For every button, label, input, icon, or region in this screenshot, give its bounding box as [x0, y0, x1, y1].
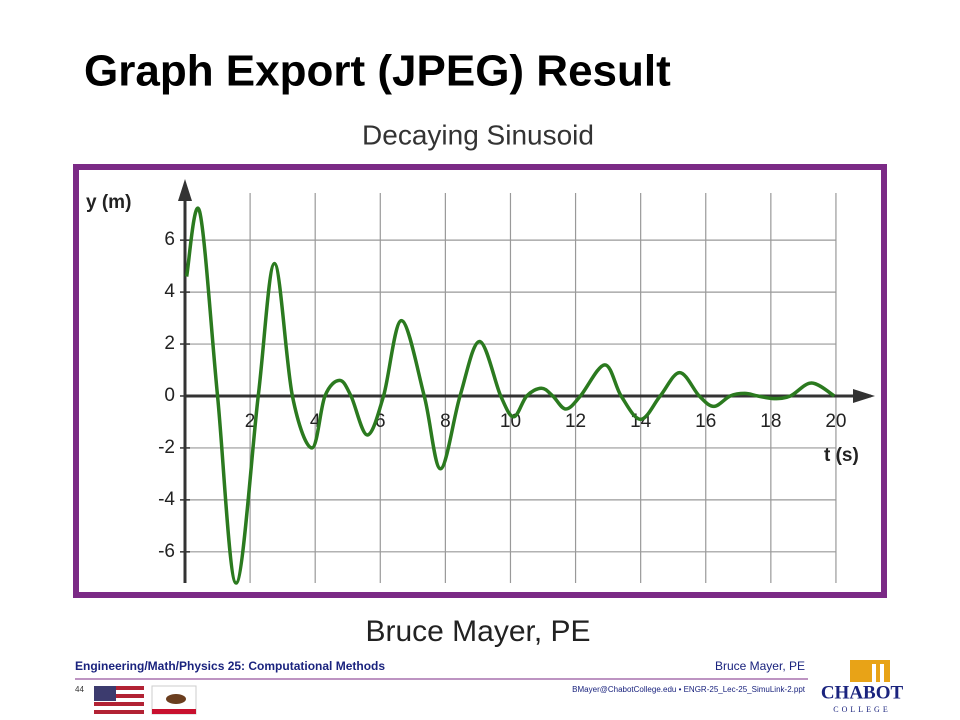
- y-axis-arrow: [178, 179, 192, 201]
- x-tick-label: 12: [565, 411, 586, 432]
- slide-title: Graph Export (JPEG) Result: [84, 47, 671, 96]
- logo-name: CHABOT: [821, 682, 904, 703]
- y-axis-label: y (m): [86, 192, 131, 213]
- y-tick-label: 6: [164, 229, 175, 250]
- x-tick-label: 2: [245, 411, 256, 432]
- caption: Bruce Mayer, PE: [365, 615, 590, 648]
- x-axis-label: t (s): [824, 445, 859, 466]
- y-tick-label: 2: [164, 333, 175, 354]
- logo-sub: COLLEGE: [833, 705, 890, 714]
- footer-course: Engineering/Math/Physics 25: Computation…: [75, 659, 385, 673]
- x-tick-label: 18: [760, 411, 781, 432]
- x-tick-label: 8: [440, 411, 451, 432]
- page-number: 44: [75, 685, 84, 694]
- y-tick-label: -6: [158, 541, 175, 562]
- x-tick-label: 6: [375, 411, 386, 432]
- y-tick-label: 4: [164, 281, 175, 302]
- california-flag: [151, 685, 197, 715]
- chabot-logo: CHABOT COLLEGE: [821, 660, 904, 714]
- x-tick-label: 4: [310, 411, 321, 432]
- chart-frame: [73, 164, 887, 598]
- y-tick-label: 0: [164, 385, 175, 406]
- x-tick-label: 16: [695, 411, 716, 432]
- us-flag: [94, 686, 144, 714]
- chart-title: Decaying Sinusoid: [362, 119, 594, 150]
- data-line: [184, 206, 836, 585]
- footer-author: Bruce Mayer, PE: [715, 659, 805, 673]
- y-tick-label: -2: [158, 437, 175, 458]
- x-tick-label: 20: [825, 411, 846, 432]
- x-axis-arrow: [853, 388, 875, 403]
- y-tick-label: -4: [158, 489, 175, 510]
- footer-file: BMayer@ChabotCollege.edu • ENGR-25_Lec-2…: [572, 685, 806, 694]
